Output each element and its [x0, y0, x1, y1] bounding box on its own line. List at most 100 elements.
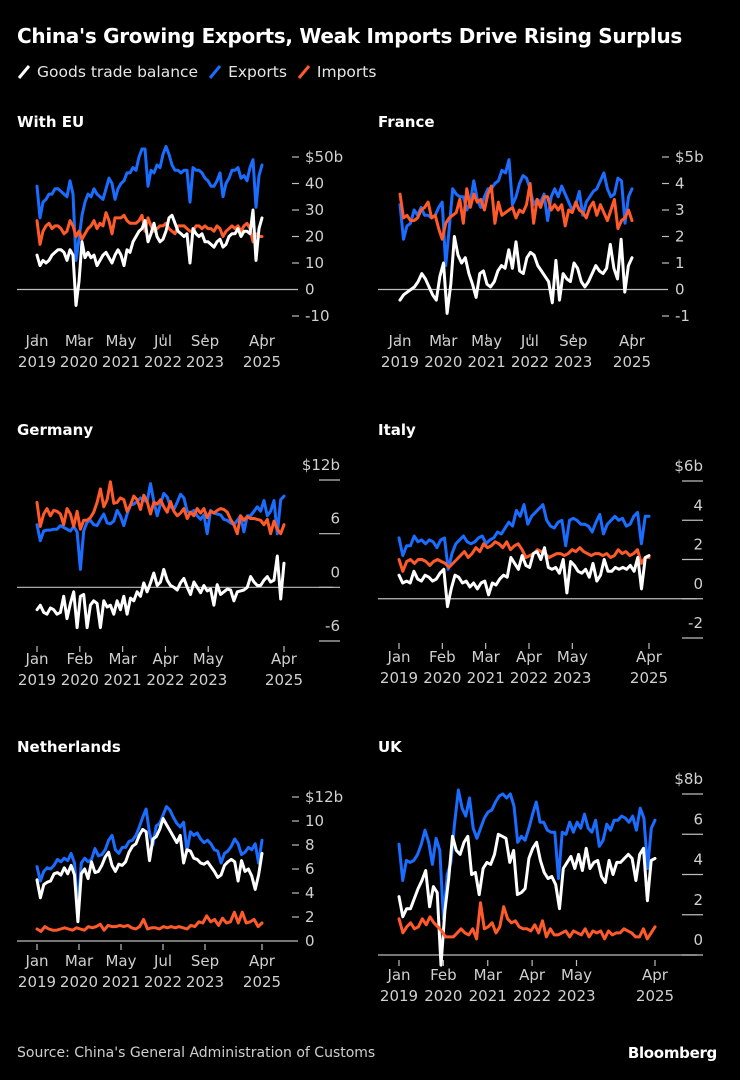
x-tick-label-year: 2022 [144, 973, 182, 991]
x-tick-label-month: Jan [24, 952, 48, 970]
legend-item-imports: Imports [297, 63, 377, 81]
x-tick-label-month: May [105, 952, 136, 970]
y-tick-label: 2 [693, 536, 703, 554]
x-tick-label-month: May [471, 332, 502, 350]
y-tick-label: $8b [674, 770, 703, 788]
x-tick-label-month: Apr [152, 650, 179, 668]
x-tick-label-month: Feb [429, 648, 456, 666]
x-tick-label-month: Mar [108, 650, 137, 668]
x-tick-label-month: Mar [65, 952, 94, 970]
bloomberg-logo: Bloomberg [627, 1044, 717, 1062]
y-tick-label: 0 [693, 575, 703, 593]
chart-panel-italy: $6b 4 2 0 -2 Jan 2019 Feb 2020 Mar 2021 Apr 2022 May 2… [378, 457, 703, 687]
x-tick-label-month: Mar [474, 966, 503, 984]
y-tick-label: -1 [675, 307, 690, 325]
x-tick-label-year: 2025 [613, 353, 651, 371]
series-line-goods-trade-balance [397, 546, 651, 609]
y-tick-label: $50b [305, 148, 343, 166]
y-tick-label: $5b [675, 148, 704, 166]
y-tick-label: 4 [693, 496, 703, 514]
y-tick-label: $12b [305, 788, 343, 806]
x-tick-label-month: Jan [386, 648, 410, 666]
x-tick-label-month: Apr [249, 332, 276, 350]
series-line-goods-trade-balance [35, 554, 286, 630]
x-tick-label-year: 2019 [380, 987, 418, 1005]
y-tick-label: 4 [675, 175, 685, 193]
x-tick-label-year: 2025 [243, 353, 281, 371]
x-tick-label-month: Feb [67, 650, 94, 668]
series-line-imports [398, 182, 634, 241]
x-tick-label-month: May [557, 648, 588, 666]
x-tick-label-month: Jul [153, 952, 172, 970]
legend-swatch-exports-icon [208, 65, 222, 79]
legend-swatch-imports-icon [297, 65, 311, 79]
y-tick-label: 30 [305, 201, 324, 219]
y-tick-label: 6 [693, 810, 703, 828]
x-tick-label-year: 2022 [144, 353, 182, 371]
x-tick-label-year: 2021 [468, 353, 506, 371]
x-tick-label-year: 2020 [60, 973, 98, 991]
series-line-imports [397, 901, 657, 941]
x-tick-label-month: Apr [271, 650, 298, 668]
x-tick-label-year: 2021 [469, 987, 507, 1005]
y-tick-label: 0 [693, 931, 703, 949]
x-tick-label-month: Jul [153, 332, 172, 350]
page-title: China's Growing Exports, Weak Imports Dr… [17, 24, 683, 48]
series-line-exports [398, 158, 634, 268]
x-tick-label-month: Feb [430, 966, 457, 984]
legend-label-imports: Imports [316, 63, 377, 81]
x-tick-label-month: Mar [429, 332, 458, 350]
series-line-goods-trade-balance [398, 235, 634, 315]
x-tick-label-month: Jan [24, 650, 48, 668]
y-tick-label: 6 [330, 510, 340, 528]
series-line-goods-trade-balance [397, 832, 657, 967]
series-line-goods-trade-balance [35, 208, 264, 307]
x-tick-label-year: 2020 [424, 987, 462, 1005]
x-tick-label-year: 2019 [380, 669, 418, 687]
y-tick-label: 2 [305, 908, 315, 926]
x-tick-label-year: 2019 [381, 353, 419, 371]
y-tick-label: 8 [305, 836, 315, 854]
y-tick-label: 0 [330, 563, 340, 581]
y-tick-label: 0 [675, 281, 685, 299]
x-tick-label-month: Apr [636, 648, 663, 666]
x-tick-label-month: Apr [516, 648, 543, 666]
x-tick-label-year: 2025 [636, 987, 674, 1005]
x-tick-label-year: 2021 [467, 669, 505, 687]
x-tick-label-year: 2025 [243, 973, 281, 991]
x-tick-label-month: Jul [520, 332, 539, 350]
x-tick-label-month: Sep [191, 952, 219, 970]
chart-panel-uk: $8b 6 4 2 0 Jan 2019 Feb 2020 Mar 2021 Apr 2022 May 20… [378, 770, 703, 1005]
y-tick-label: 2 [693, 891, 703, 909]
y-tick-label: -10 [305, 307, 330, 325]
chart-panel-germany: $12b 6 0 -6 Jan 2019 Feb 2020 Mar 2021 Apr 2022 May 2… [17, 456, 340, 689]
y-tick-label: -2 [688, 614, 703, 632]
x-tick-label-year: 2020 [61, 671, 99, 689]
x-tick-label-year: 2023 [189, 671, 227, 689]
x-tick-label-year: 2025 [630, 669, 668, 687]
legend-item-balance: Goods trade balance [17, 63, 198, 81]
x-tick-label-month: Apr [249, 952, 276, 970]
x-tick-label-year: 2019 [18, 353, 56, 371]
panel-title-eu: With EU [17, 113, 85, 131]
x-tick-label-year: 2022 [146, 671, 184, 689]
x-tick-label-year: 2022 [511, 353, 549, 371]
chart-panel-netherlands: $12b 10 8 6 4 2 0 Jan 2019 Mar 2020 May 2021 Jul 2022 S… [17, 788, 343, 991]
y-tick-label: 40 [305, 175, 324, 193]
x-tick-label-month: Mar [472, 648, 501, 666]
y-tick-label: 6 [305, 860, 315, 878]
panel-title-netherlands: Netherlands [17, 738, 121, 756]
panel-title-uk: UK [378, 738, 402, 756]
x-tick-label-month: May [561, 966, 592, 984]
y-tick-label: 0 [305, 281, 315, 299]
series-line-imports [397, 540, 651, 573]
series-line-imports [35, 910, 264, 933]
x-tick-label-month: May [193, 650, 224, 668]
y-tick-label: 10 [305, 254, 324, 272]
x-tick-label-year: 2023 [186, 353, 224, 371]
chart-panel-france: $5b 4 3 2 1 0 -1 Jan 2019 Mar 2020 May 2021 Jul 2022 Se… [378, 148, 704, 371]
legend-item-exports: Exports [208, 63, 287, 81]
x-tick-label-month: Apr [642, 966, 669, 984]
legend: Goods trade balance Exports Imports [17, 63, 376, 81]
x-tick-label-year: 2021 [102, 973, 140, 991]
